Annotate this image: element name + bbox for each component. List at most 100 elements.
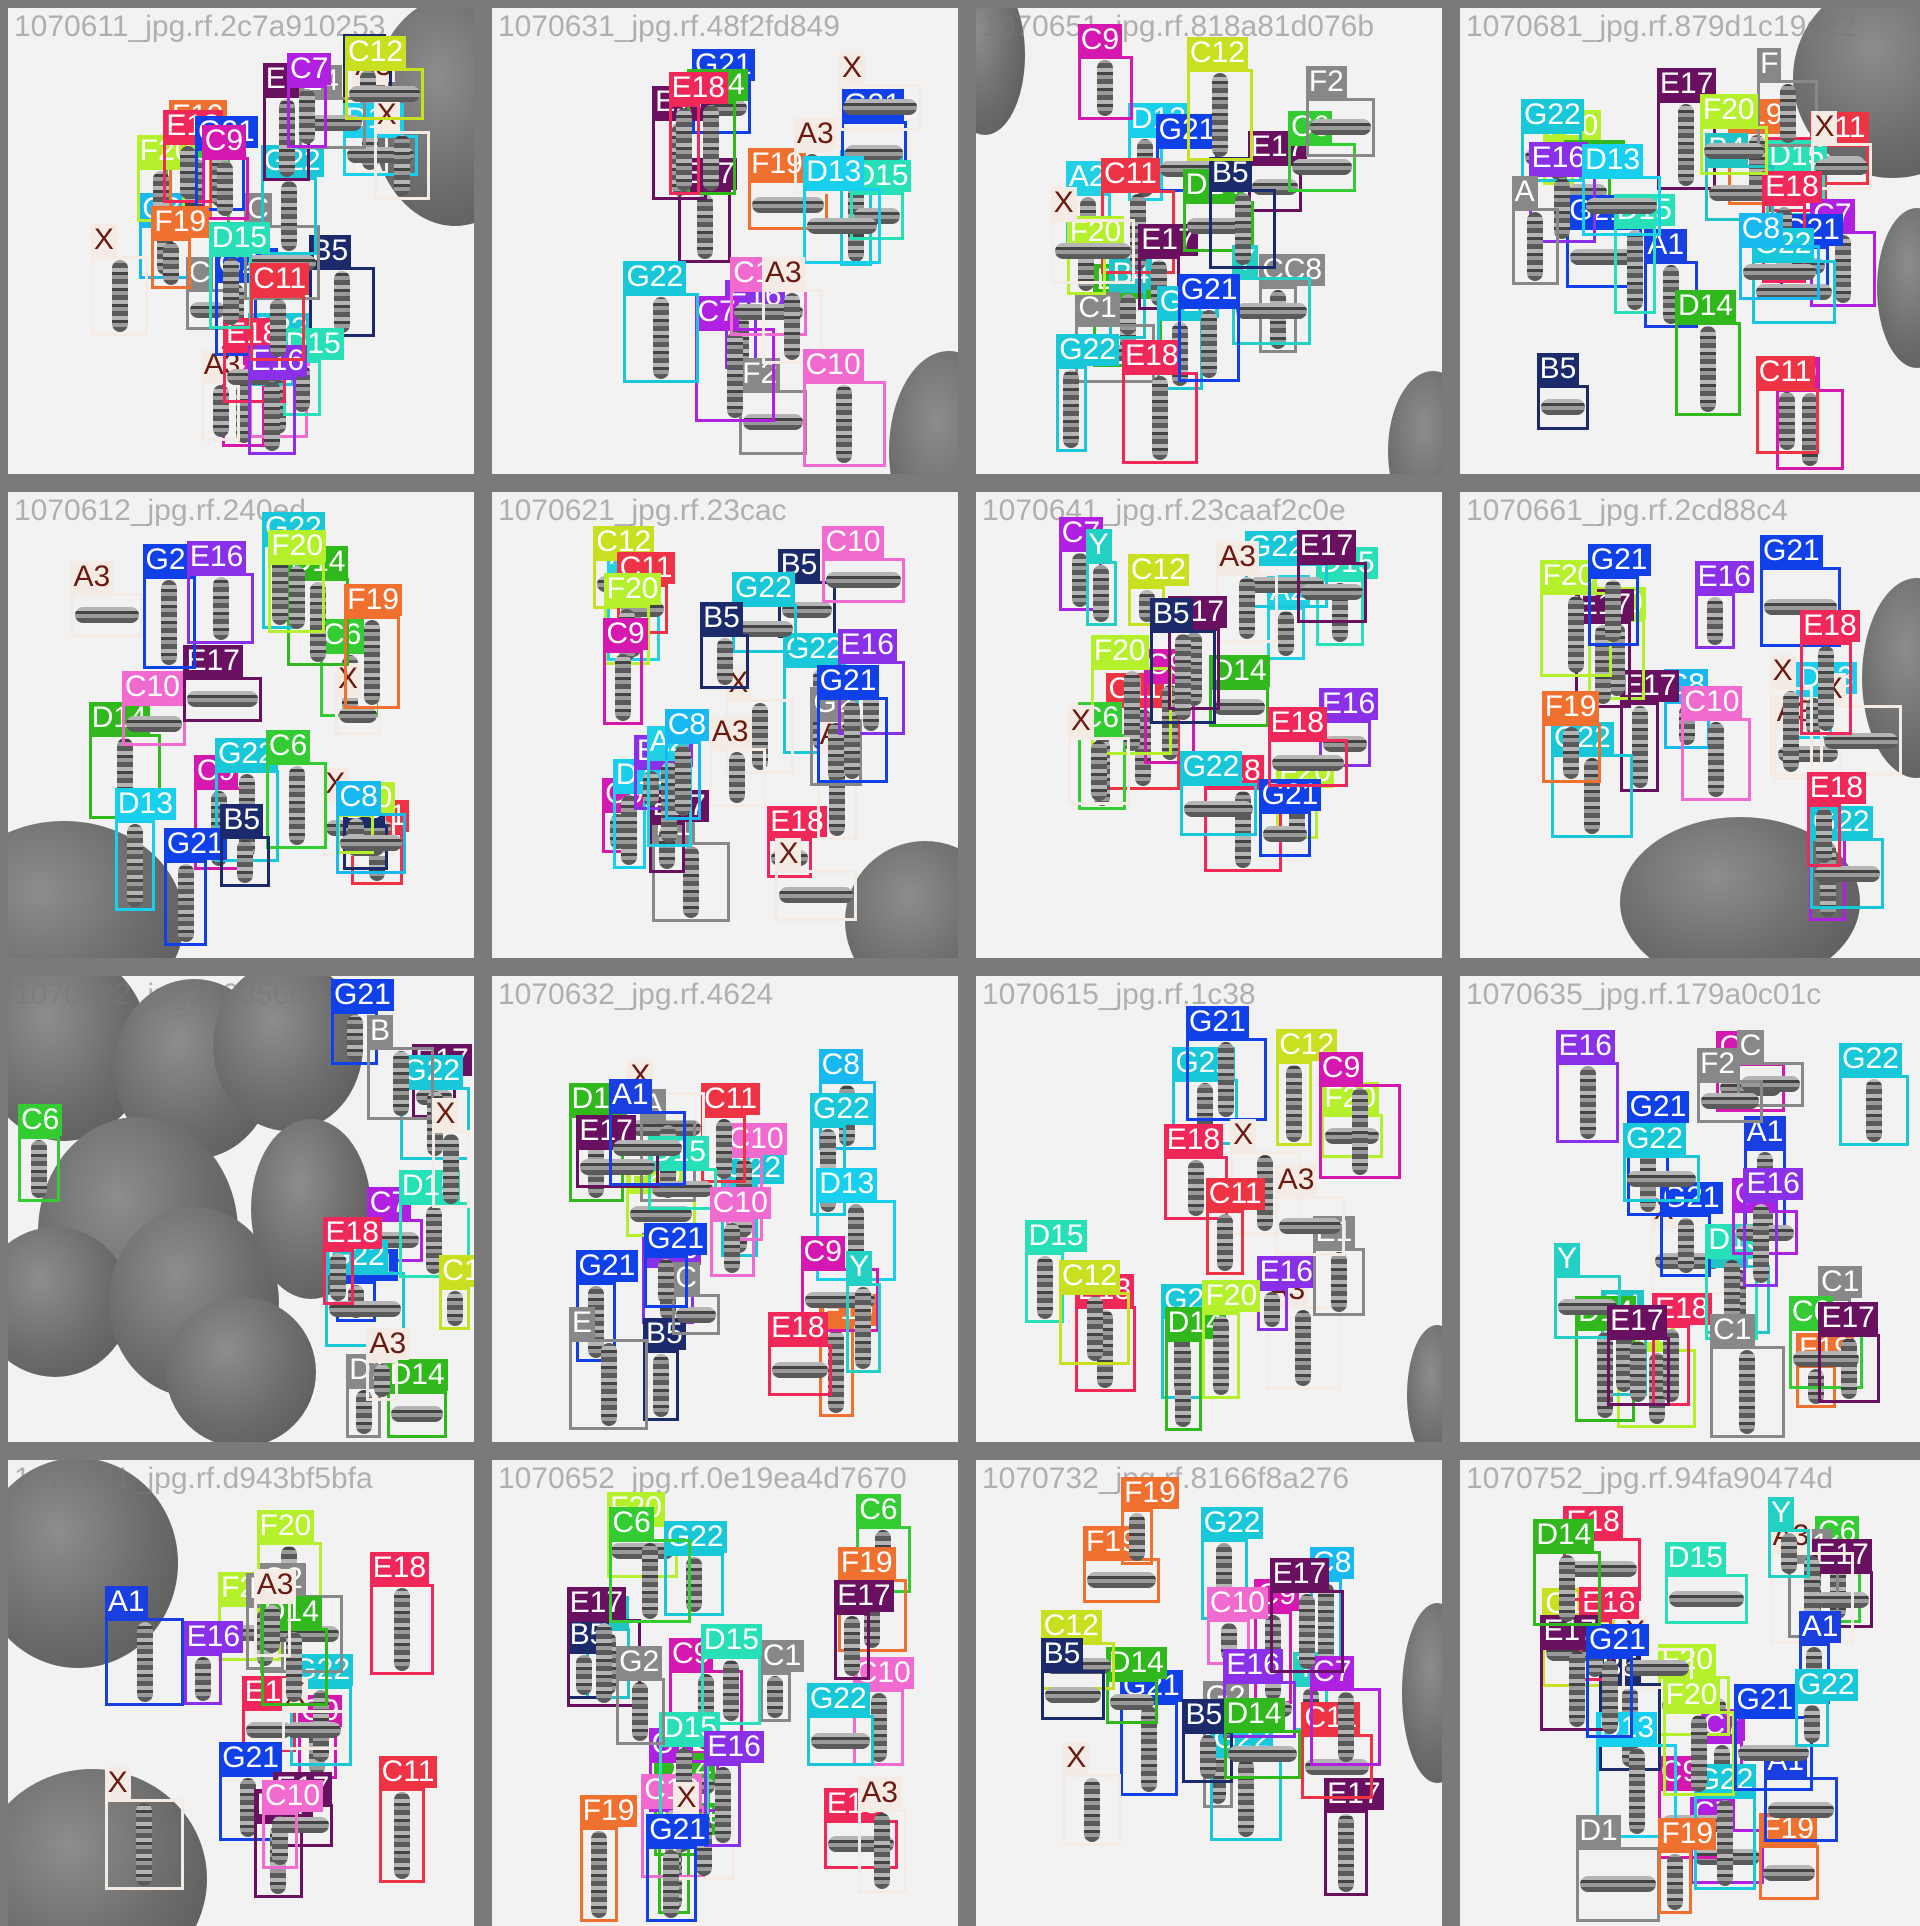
detection-box xyxy=(163,141,213,203)
image-tile: 1070641_jpg.rf.23caaf2c0eC11E18C6C7C9A2D… xyxy=(976,492,1442,958)
detection-label: G22 xyxy=(1056,334,1119,367)
chromosome xyxy=(1580,1876,1657,1893)
chromosome xyxy=(1703,142,1765,159)
detection-box xyxy=(759,1671,792,1723)
detection-box xyxy=(1318,719,1372,768)
detection-label: X xyxy=(1050,187,1077,220)
detection-box xyxy=(1259,285,1298,353)
tile-filename: 1070652_jpg.rf.0e19ea4d7670 xyxy=(498,1462,907,1495)
detection-label: D13 xyxy=(816,1168,878,1201)
detection-label: G22 xyxy=(623,261,687,294)
detection-label: D1 xyxy=(1576,1815,1621,1848)
detection-box xyxy=(1619,701,1660,792)
chromosome xyxy=(74,606,140,623)
detection-label: A1 xyxy=(1798,1610,1842,1643)
chromosome xyxy=(392,1050,409,1117)
detection-box xyxy=(646,1846,697,1922)
detection-label: G21 xyxy=(1186,1005,1249,1038)
tile-filename: 1070651_jpg.rf.818a81d076b xyxy=(982,10,1375,43)
chromosome xyxy=(870,1693,887,1763)
detection-box xyxy=(260,1628,328,1706)
tile-filename: 1070632_jpg.rf.4624 xyxy=(498,978,774,1011)
chromosome xyxy=(1044,1687,1101,1704)
detection-box xyxy=(1324,1810,1369,1897)
chromosome xyxy=(1217,1214,1233,1271)
detection-box xyxy=(1794,1701,1830,1748)
detection-box xyxy=(1121,1508,1153,1566)
detection-label: G21 xyxy=(1659,1181,1723,1214)
chromosome xyxy=(443,1133,460,1204)
chromosome xyxy=(1716,1800,1733,1887)
chromosome xyxy=(1151,376,1168,461)
detection-box xyxy=(1050,219,1136,284)
detection-box xyxy=(1149,630,1216,724)
chromosome xyxy=(364,619,381,706)
detection-label: G2 xyxy=(616,1646,663,1679)
detection-label: C8 xyxy=(664,708,710,741)
detection-box xyxy=(1164,1339,1203,1431)
detection-box xyxy=(852,1689,905,1767)
detection-box xyxy=(201,157,250,220)
detection-label: G21 xyxy=(1586,1624,1649,1657)
detection-label: Y xyxy=(1085,529,1112,562)
detection-label: C6 xyxy=(265,730,311,763)
chromosome xyxy=(1238,1759,1255,1837)
detection-box xyxy=(1085,561,1117,627)
detection-box xyxy=(1699,125,1769,176)
detection-box xyxy=(748,179,828,230)
chromosome xyxy=(1866,1079,1883,1142)
detection-label: X xyxy=(373,99,400,132)
detection-label: E16 xyxy=(186,541,247,574)
tile-filename: 1070641_jpg.rf.d943bf5bfa xyxy=(14,1462,373,1495)
chromosome xyxy=(1752,1204,1769,1283)
detection-label: C6 xyxy=(609,1507,654,1540)
detection-label: E16 xyxy=(1528,141,1589,174)
detection-label: C11 xyxy=(250,262,310,295)
detection-box xyxy=(1607,1336,1670,1407)
detection-box xyxy=(265,762,328,849)
chromosome xyxy=(842,99,918,116)
detection-box xyxy=(616,1678,665,1746)
detection-label: A3 xyxy=(1274,1163,1318,1196)
chromosome xyxy=(1779,83,1796,143)
detection-box xyxy=(1276,1060,1312,1146)
chromosome xyxy=(683,845,700,918)
chromosome xyxy=(722,1659,739,1722)
detection-box xyxy=(1541,723,1602,783)
chromosome xyxy=(1742,264,1816,281)
detection-box xyxy=(1067,736,1131,806)
image-tile: 1070752_jpg.rf.94fa90474dC7C9C6F19C12C7F… xyxy=(1460,1460,1920,1926)
detection-label: D14 xyxy=(1105,1647,1167,1680)
detection-box xyxy=(579,1827,619,1922)
detection-box xyxy=(642,1349,679,1421)
chromosome xyxy=(621,794,638,865)
detection-label: B5 xyxy=(220,804,264,837)
detection-box xyxy=(163,859,208,947)
detection-box xyxy=(104,1798,184,1891)
detection-box xyxy=(569,1338,649,1430)
chromosome xyxy=(1579,1066,1596,1139)
detection-box xyxy=(1232,276,1311,345)
chromosome xyxy=(714,1767,731,1843)
chromosome xyxy=(288,766,305,845)
detection-box xyxy=(800,1267,879,1333)
detection-box xyxy=(603,649,644,725)
detection-label: C6 xyxy=(320,618,365,651)
detection-label: C9 xyxy=(800,1235,845,1268)
cell-nucleus xyxy=(1407,1325,1442,1442)
detection-box xyxy=(1063,1773,1121,1847)
chromosome xyxy=(743,414,804,431)
chromosome xyxy=(177,863,194,943)
chromosome xyxy=(1200,310,1217,378)
chromosome xyxy=(1309,119,1371,136)
detection-label: G22 xyxy=(1200,1506,1264,1539)
detection-label: C9 xyxy=(201,125,247,158)
chromosome xyxy=(653,297,670,379)
detection-label: E18 xyxy=(369,1552,430,1585)
detection-label: D13 xyxy=(803,156,865,189)
chromosome xyxy=(1183,801,1253,818)
detection-label: G22 xyxy=(1179,750,1243,783)
detection-label: E18 xyxy=(1163,1123,1224,1156)
chromosome xyxy=(576,1654,593,1695)
chromosome xyxy=(591,1831,607,1918)
